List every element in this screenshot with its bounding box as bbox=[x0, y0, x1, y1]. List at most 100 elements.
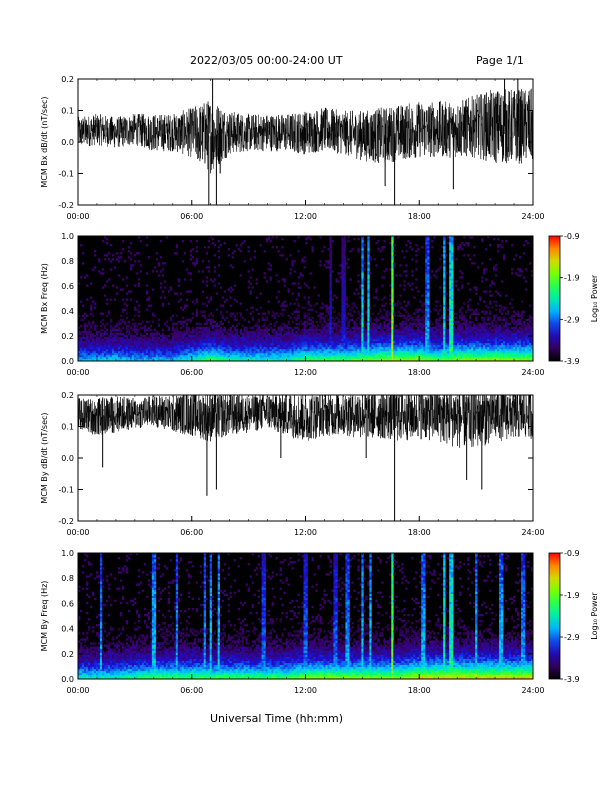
heatmap-cell bbox=[337, 352, 340, 356]
heatmap-cell bbox=[303, 348, 306, 352]
heatmap-cell bbox=[361, 242, 364, 245]
heatmap-cell bbox=[427, 308, 430, 311]
heatmap-cell bbox=[253, 348, 256, 352]
heatmap-cell bbox=[237, 354, 240, 358]
heatmap-cell bbox=[453, 320, 456, 323]
heatmap-cell bbox=[233, 342, 236, 346]
heatmap-cell bbox=[353, 348, 356, 352]
heatmap-cell bbox=[229, 354, 232, 358]
heatmap-cell bbox=[303, 328, 306, 332]
heatmap-cell bbox=[445, 352, 448, 356]
heatmap-cell bbox=[301, 260, 304, 263]
heatmap-cell bbox=[385, 356, 388, 360]
heatmap-cell bbox=[81, 252, 85, 255]
heatmap-cell bbox=[427, 326, 430, 330]
heatmap-cell bbox=[81, 340, 85, 344]
heatmap-cell bbox=[315, 330, 318, 334]
heatmap-cell bbox=[143, 356, 147, 360]
heatmap-cell bbox=[283, 350, 286, 354]
heatmap-cell bbox=[297, 358, 300, 362]
heatmap-cell bbox=[307, 338, 310, 342]
heatmap-cell bbox=[343, 338, 346, 342]
heatmap-cell bbox=[237, 348, 240, 352]
heatmap-cell bbox=[389, 242, 392, 245]
heatmap-cell bbox=[147, 340, 151, 344]
heatmap-cell bbox=[179, 348, 183, 352]
heatmap-cell bbox=[235, 340, 238, 344]
heatmap-cell bbox=[381, 358, 384, 362]
heatmap-cell bbox=[395, 342, 398, 346]
heatmap-cell bbox=[121, 342, 125, 346]
heatmap-cell bbox=[80, 276, 83, 279]
heatmap-cell bbox=[309, 322, 312, 326]
heatmap-cell bbox=[343, 332, 346, 336]
heatmap-cell bbox=[109, 338, 113, 342]
heatmap-cell bbox=[121, 344, 125, 348]
heatmap-cell bbox=[293, 354, 296, 358]
heatmap-cell bbox=[407, 328, 410, 332]
heatmap-cell bbox=[435, 320, 438, 323]
heatmap-cell bbox=[241, 336, 244, 340]
heatmap-cell bbox=[447, 318, 450, 321]
heatmap-cell bbox=[137, 336, 141, 340]
heatmap-cell bbox=[175, 340, 179, 344]
heatmap-cell bbox=[335, 280, 338, 283]
heatmap-cell bbox=[435, 352, 438, 356]
heatmap-cell bbox=[281, 338, 284, 342]
heatmap-cell bbox=[219, 326, 222, 330]
heatmap-cell bbox=[477, 312, 480, 315]
heatmap-cell bbox=[395, 354, 398, 358]
heatmap-cell bbox=[121, 278, 125, 281]
heatmap-cell bbox=[147, 344, 151, 348]
heatmap-cell bbox=[381, 246, 384, 249]
heatmap-cell bbox=[259, 306, 262, 309]
heatmap-cell bbox=[443, 322, 446, 326]
heatmap-cell bbox=[107, 310, 111, 313]
heatmap-cell bbox=[421, 246, 424, 249]
heatmap-cell bbox=[195, 334, 199, 338]
heatmap-cell bbox=[235, 344, 238, 348]
heatmap-cell bbox=[393, 354, 396, 358]
heatmap-cell bbox=[237, 342, 240, 346]
heatmap-cell bbox=[351, 354, 354, 358]
heatmap-cell bbox=[213, 266, 216, 269]
heatmap-cell bbox=[357, 356, 360, 360]
heatmap-cell bbox=[469, 314, 472, 317]
heatmap-cell bbox=[315, 354, 318, 358]
heatmap-cell bbox=[361, 294, 364, 297]
heatmap-cell bbox=[179, 306, 183, 309]
heatmap-cell bbox=[375, 330, 378, 334]
heatmap-cell bbox=[259, 346, 262, 350]
heatmap-cell bbox=[251, 346, 254, 350]
heatmap-cell bbox=[407, 346, 410, 350]
heatmap-cell bbox=[391, 292, 394, 295]
heatmap-cell bbox=[407, 336, 410, 340]
heatmap-cell bbox=[329, 328, 332, 332]
heatmap-cell bbox=[267, 262, 270, 265]
heatmap-cell bbox=[161, 328, 165, 332]
heatmap-cell bbox=[201, 348, 205, 352]
heatmap-cell bbox=[245, 342, 248, 346]
heatmap-cell bbox=[193, 346, 197, 350]
heatmap-cell bbox=[447, 334, 450, 338]
heatmap-cell bbox=[217, 256, 220, 259]
heatmap-cell bbox=[411, 340, 414, 344]
heatmap-cell bbox=[351, 332, 354, 336]
heatmap-cell bbox=[197, 348, 201, 352]
heatmap-cell bbox=[399, 326, 402, 330]
heatmap-cell bbox=[115, 356, 119, 360]
heatmap-cell bbox=[183, 334, 187, 338]
heatmap-cell bbox=[93, 346, 97, 350]
heatmap-cell bbox=[153, 344, 157, 348]
heatmap-cell bbox=[209, 344, 213, 348]
heatmap-cell bbox=[477, 302, 480, 305]
heatmap-cell bbox=[117, 358, 121, 362]
heatmap-cell bbox=[139, 338, 143, 342]
heatmap-cell bbox=[269, 354, 272, 358]
heatmap-cell bbox=[405, 310, 408, 313]
heatmap-cell bbox=[423, 314, 426, 317]
heatmap-cell bbox=[119, 342, 123, 346]
heatmap-cell bbox=[423, 358, 426, 362]
heatmap-cell bbox=[465, 350, 468, 354]
heatmap-cell bbox=[287, 354, 290, 358]
